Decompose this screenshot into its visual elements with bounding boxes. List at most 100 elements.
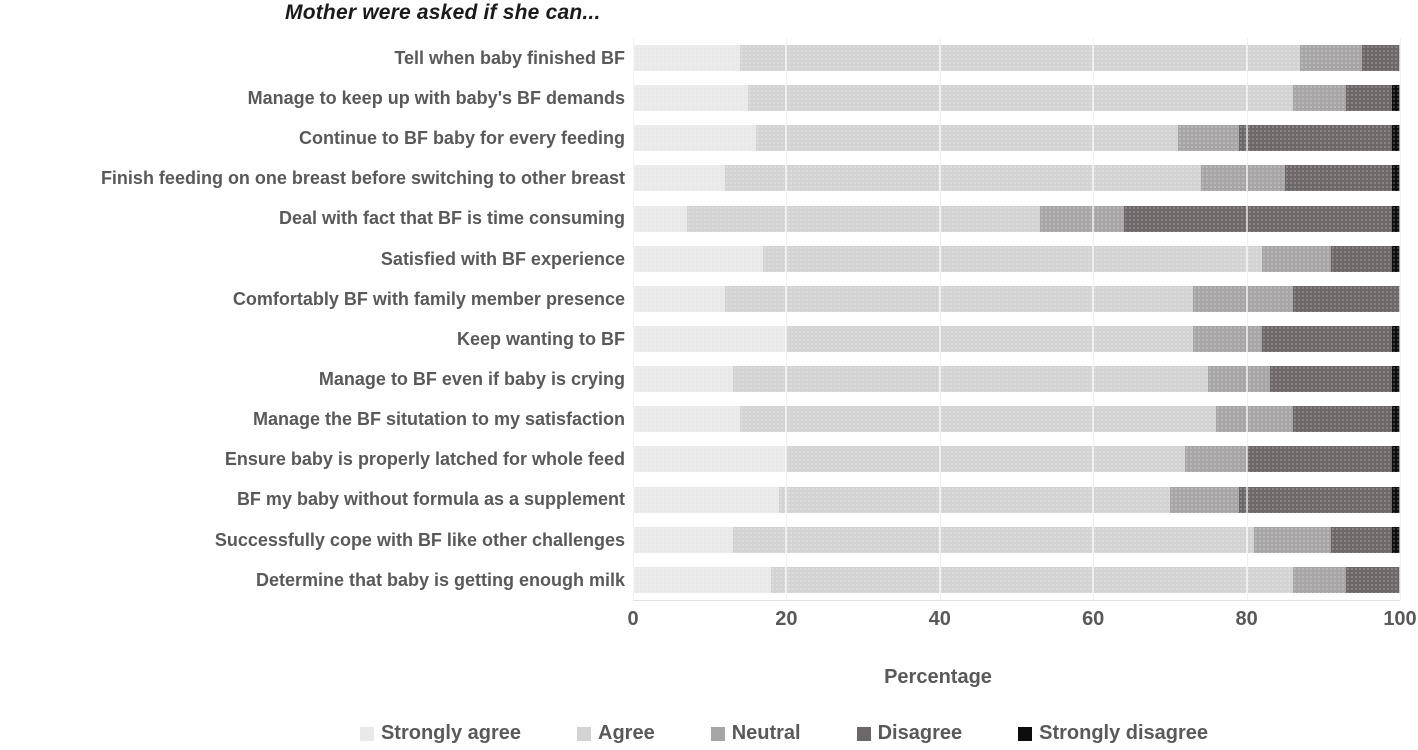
category-label: Deal with fact that BF is time consuming bbox=[278, 208, 625, 229]
category-label: Satisfied with BF experience bbox=[380, 248, 625, 269]
plot-area bbox=[632, 38, 1401, 601]
bar-segment-strongly-disagree bbox=[1392, 125, 1400, 152]
bar-segment-strongly-agree bbox=[633, 205, 687, 232]
category-label: Continue to BF baby for every feeding bbox=[298, 128, 625, 149]
bar-segment-strongly-disagree bbox=[1392, 406, 1400, 433]
legend-swatch bbox=[710, 726, 725, 741]
bar-segment-disagree bbox=[1330, 245, 1393, 272]
bar-segment-agree bbox=[740, 406, 1216, 433]
bar-segment-disagree bbox=[1261, 326, 1393, 353]
bar-segment-agree bbox=[725, 165, 1201, 192]
bar-segment-neutral bbox=[1039, 205, 1124, 232]
category-label: Comfortably BF with family member presen… bbox=[232, 288, 625, 309]
bar-row bbox=[633, 359, 1400, 399]
bar-segment-strongly-agree bbox=[633, 526, 733, 553]
bar-row bbox=[633, 118, 1400, 158]
bar-segment-neutral bbox=[1200, 165, 1285, 192]
bar-segment-agree bbox=[763, 245, 1262, 272]
bar-row bbox=[633, 78, 1400, 118]
bar-segment-strongly-disagree bbox=[1392, 85, 1400, 112]
bar-segment-strongly-agree bbox=[633, 125, 756, 152]
category-label: Manage to BF even if baby is crying bbox=[318, 369, 625, 390]
bar-segment-agree bbox=[786, 326, 1193, 353]
bar-segment-strongly-agree bbox=[633, 45, 741, 72]
bar-segment-agree bbox=[755, 125, 1178, 152]
category-label: Keep wanting to BF bbox=[457, 328, 625, 349]
bar-segment-strongly-disagree bbox=[1392, 526, 1400, 553]
bars bbox=[633, 38, 1400, 600]
bar-segment-disagree bbox=[1123, 205, 1393, 232]
bar-segment-agree bbox=[725, 285, 1193, 312]
bar-segment-neutral bbox=[1300, 45, 1362, 72]
chart-area: Tell when baby finished BF Manage to keep… bbox=[0, 38, 1401, 601]
bar-segment-disagree bbox=[1361, 45, 1400, 72]
stacked-bar bbox=[633, 486, 1400, 513]
bar-segment-neutral bbox=[1215, 406, 1293, 433]
x-axis-label: Percentage bbox=[884, 666, 992, 688]
legend: Strongly agree Agree Neutral Disagree Strong… bbox=[0, 722, 1418, 745]
legend-item: Neutral bbox=[710, 722, 801, 745]
bar-segment-strongly-disagree bbox=[1392, 245, 1400, 272]
bar-segment-neutral bbox=[1261, 245, 1331, 272]
bar-segment-strongly-disagree bbox=[1392, 486, 1400, 513]
bar-segment-strongly-disagree bbox=[1392, 326, 1400, 353]
bar-segment-strongly-disagree bbox=[1392, 446, 1400, 473]
stacked-bar bbox=[633, 285, 1400, 312]
x-tick-label: 40 bbox=[928, 608, 951, 630]
bar-segment-neutral bbox=[1177, 125, 1239, 152]
bar-segment-neutral bbox=[1169, 486, 1239, 513]
legend-item: Disagree bbox=[856, 722, 962, 745]
bar-segment-strongly-agree bbox=[633, 366, 733, 393]
x-tick-label: 60 bbox=[1082, 608, 1105, 630]
stacked-bar bbox=[633, 45, 1400, 72]
bar-segment-disagree bbox=[1269, 366, 1393, 393]
bar-segment-strongly-disagree bbox=[1392, 366, 1400, 393]
bar-segment-disagree bbox=[1292, 406, 1393, 433]
bar-segment-strongly-disagree bbox=[1392, 205, 1400, 232]
legend-swatch bbox=[359, 726, 374, 741]
legend-swatch bbox=[577, 726, 591, 741]
bar-row bbox=[633, 319, 1400, 359]
bar-segment-agree bbox=[778, 486, 1170, 513]
bar-row bbox=[633, 239, 1400, 279]
stacked-bar bbox=[633, 446, 1400, 473]
bar-segment-agree bbox=[732, 366, 1209, 393]
bar-segment-strongly-disagree bbox=[1392, 165, 1400, 192]
bar-segment-strongly-agree bbox=[633, 486, 779, 513]
bar-segment-strongly-agree bbox=[633, 566, 772, 593]
bar-row bbox=[633, 158, 1400, 198]
bar-segment-disagree bbox=[1284, 165, 1393, 192]
bar-segment-disagree bbox=[1238, 125, 1393, 152]
category-label: Determine that baby is getting enough mi… bbox=[255, 569, 625, 590]
bar-segment-strongly-agree bbox=[633, 245, 764, 272]
legend-label: Strongly agree bbox=[380, 722, 521, 744]
bar-segment-strongly-agree bbox=[633, 165, 726, 192]
stacked-bar bbox=[633, 406, 1400, 433]
legend-swatch bbox=[856, 726, 871, 741]
category-label: Manage the BF situtation to my satisfact… bbox=[252, 409, 625, 430]
bar-row bbox=[633, 480, 1400, 520]
stacked-bar bbox=[633, 366, 1400, 393]
category-label: Manage to keep up with baby's BF demands bbox=[247, 88, 625, 109]
stacked-bar bbox=[633, 125, 1400, 152]
legend-item: Strongly agree bbox=[359, 722, 521, 745]
stacked-bar bbox=[633, 85, 1400, 112]
bar-segment-disagree bbox=[1346, 566, 1400, 593]
bar-segment-strongly-agree bbox=[633, 406, 741, 433]
bar-segment-strongly-agree bbox=[633, 446, 787, 473]
x-tick-label: 0 bbox=[627, 608, 639, 630]
bar-segment-agree bbox=[686, 205, 1040, 232]
stacked-bar bbox=[633, 326, 1400, 353]
bar-segment-agree bbox=[732, 526, 1255, 553]
x-tick-label: 20 bbox=[775, 608, 798, 630]
bar-segment-neutral bbox=[1192, 326, 1262, 353]
legend-label: Strongly disagree bbox=[1039, 722, 1209, 744]
bar-segment-neutral bbox=[1292, 566, 1347, 593]
category-label: Finish feeding on one breast before swit… bbox=[100, 168, 625, 189]
bar-row bbox=[633, 560, 1400, 600]
bar-segment-agree bbox=[771, 566, 1293, 593]
bar-row bbox=[633, 38, 1400, 78]
bar-segment-agree bbox=[740, 45, 1301, 72]
bar-segment-disagree bbox=[1292, 285, 1400, 312]
bar-segment-neutral bbox=[1185, 446, 1247, 473]
